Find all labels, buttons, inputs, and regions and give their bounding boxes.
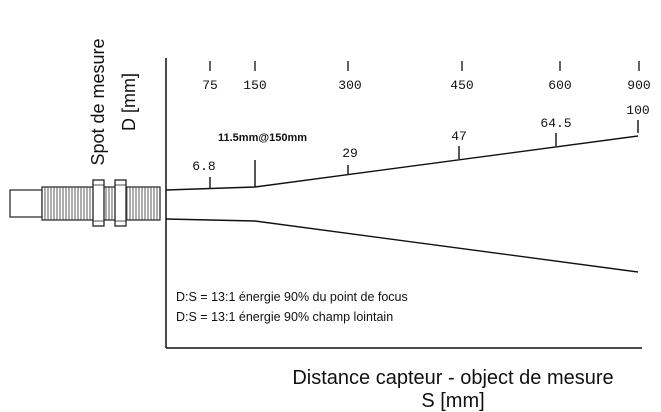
distance-tick-marks	[209, 61, 640, 71]
distance-tick-900: 900	[627, 78, 650, 93]
distance-tick-75: 75	[202, 78, 218, 93]
spot-label-300: 29	[342, 146, 358, 161]
y-axis-title-line2: D [mm]	[119, 73, 139, 131]
y-axis-title-line1: Spot de mesure	[88, 38, 108, 165]
note-far-field-ratio: D:S = 13:1 énergie 90% champ lointain	[176, 310, 393, 324]
spot-label-450: 47	[451, 129, 467, 144]
distance-tick-600: 600	[548, 78, 571, 93]
spot-label-900: 100	[626, 103, 649, 118]
x-axis-title-line2: S [mm]	[421, 390, 484, 412]
distance-tick-450: 450	[450, 78, 473, 93]
sensor-icon	[9, 179, 161, 227]
spot-label-75: 6.8	[192, 159, 215, 174]
spot-label-600: 64.5	[540, 116, 571, 131]
beam-lower-edge	[165, 218, 639, 273]
x-axis-title-line1: Distance capteur - object de mesure	[292, 367, 613, 389]
beam-upper-edge	[165, 135, 639, 191]
note-focus-ratio: D:S = 13:1 énergie 90% du point de focus	[176, 290, 408, 304]
distance-tick-150: 150	[243, 78, 266, 93]
spot-label-focus: 11.5mm@150mm	[218, 132, 307, 144]
distance-tick-300: 300	[338, 78, 361, 93]
spot-marker-lines	[209, 120, 639, 188]
